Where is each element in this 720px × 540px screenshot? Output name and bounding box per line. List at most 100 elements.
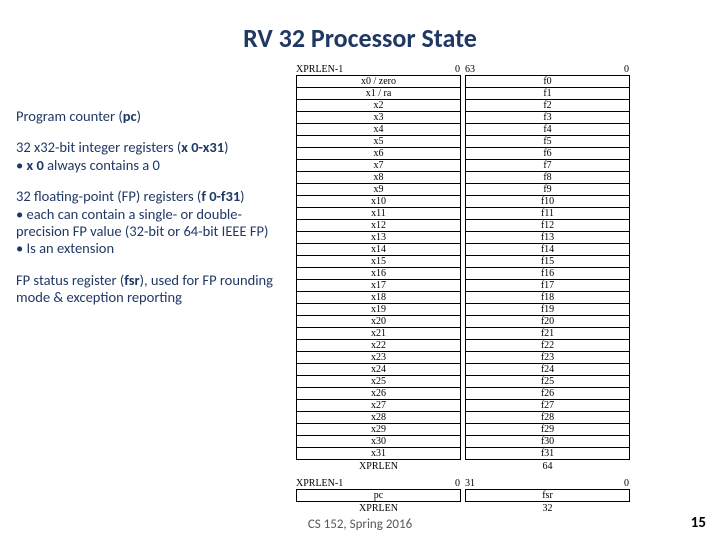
x-register-cell: x10 — [297, 196, 461, 208]
f-register-cell: f14 — [466, 244, 630, 256]
xprlen-label: XPRLEN-1 — [296, 64, 378, 75]
f-right-label: 0 — [547, 64, 629, 75]
page-number: 15 — [691, 514, 706, 532]
x-register-cell: x23 — [297, 352, 461, 364]
f-register-cell: f13 — [466, 232, 630, 244]
pc-footer: XPRLEN — [296, 503, 461, 514]
pc-right-label: 0 — [378, 478, 460, 489]
x-register-cell: x2 — [297, 100, 461, 112]
f-register-cell: f24 — [466, 364, 630, 376]
text: ) — [240, 187, 244, 205]
x-register-cell: x17 — [297, 280, 461, 292]
xprlen-footer: XPRLEN — [296, 461, 461, 472]
text: always contains a 0 — [44, 156, 160, 174]
text-bold: x 0 — [27, 156, 44, 174]
text-bold: fsr — [124, 271, 139, 289]
fsr-cell: fsr — [466, 490, 630, 502]
x-register-cell: x13 — [297, 232, 461, 244]
f-register-cell: f12 — [466, 220, 630, 232]
pc-cell: pc — [297, 490, 461, 502]
text: ) — [224, 138, 228, 156]
x-register-cell: x14 — [297, 244, 461, 256]
text-bold: f 0-f31 — [201, 187, 240, 205]
x-register-block: XPRLEN-1 0 x0 / zerox1 / rax2x3x4x5x6x7x… — [296, 64, 461, 472]
x-register-cell: x18 — [297, 292, 461, 304]
x-register-cell: x4 — [297, 124, 461, 136]
content-area: Program counter (pc) 32 x32-bit integer … — [0, 62, 720, 514]
bullet: • Is an extension — [16, 239, 114, 257]
f-register-cell: f5 — [466, 136, 630, 148]
f-register-cell: f31 — [466, 448, 630, 460]
text: 32 floating-point (FP) registers ( — [16, 187, 201, 205]
fsr-right-label: 0 — [547, 478, 629, 489]
f-register-cell: f25 — [466, 376, 630, 388]
x-register-cell: x15 — [297, 256, 461, 268]
pc-table: pc — [296, 489, 461, 502]
x-register-cell: x5 — [297, 136, 461, 148]
f-register-cell: f10 — [466, 196, 630, 208]
f-register-cell: f27 — [466, 400, 630, 412]
bullet: • each can contain a single- or double-p… — [16, 205, 268, 240]
x-register-cell: x6 — [297, 148, 461, 160]
fsr-desc: FP status register (fsr), used for FP ro… — [16, 272, 290, 307]
x-register-cell: x26 — [297, 388, 461, 400]
x-register-cell: x16 — [297, 268, 461, 280]
f-register-cell: f29 — [466, 424, 630, 436]
x-register-cell: x0 / zero — [297, 76, 461, 88]
x-register-cell: x20 — [297, 316, 461, 328]
f-register-cell: f17 — [466, 280, 630, 292]
description-column: Program counter (pc) 32 x32-bit integer … — [0, 62, 290, 514]
f-register-cell: f19 — [466, 304, 630, 316]
f-register-cell: f0 — [466, 76, 630, 88]
x-register-cell: x11 — [297, 208, 461, 220]
x-register-cell: x29 — [297, 424, 461, 436]
text: Program counter ( — [16, 107, 123, 125]
f-register-cell: f8 — [466, 172, 630, 184]
fsr-table: fsr — [465, 489, 630, 502]
f-register-cell: f2 — [466, 100, 630, 112]
pc-desc: Program counter (pc) — [16, 108, 290, 125]
x-register-cell: x30 — [297, 436, 461, 448]
f-register-cell: f23 — [466, 352, 630, 364]
f-register-cell: f4 — [466, 124, 630, 136]
x-register-cell: x22 — [297, 340, 461, 352]
x-register-cell: x31 — [297, 448, 461, 460]
text: FP status register ( — [16, 271, 124, 289]
f-register-cell: f30 — [466, 436, 630, 448]
x-register-cell: x28 — [297, 412, 461, 424]
f-footer: 64 — [465, 461, 630, 472]
f-register-cell: f21 — [466, 328, 630, 340]
zero-label: 0 — [378, 64, 460, 75]
x-register-cell: x7 — [297, 160, 461, 172]
x-register-cell: x25 — [297, 376, 461, 388]
f-register-cell: f15 — [466, 256, 630, 268]
x-register-cell: x3 — [297, 112, 461, 124]
text: ) — [137, 107, 141, 125]
slide-title: RV 32 Processor State — [0, 0, 720, 62]
f-register-cell: f26 — [466, 388, 630, 400]
fsr-footer: 32 — [465, 503, 630, 514]
f-register-cell: f1 — [466, 88, 630, 100]
x-register-cell: x1 / ra — [297, 88, 461, 100]
f-register-cell: f11 — [466, 208, 630, 220]
x-register-table: x0 / zerox1 / rax2x3x4x5x6x7x8x9x10x11x1… — [296, 75, 461, 460]
fsr-left-label: 31 — [465, 478, 547, 489]
f-register-cell: f6 — [466, 148, 630, 160]
f-register-cell: f7 — [466, 160, 630, 172]
pc-left-label: XPRLEN-1 — [296, 478, 378, 489]
pc-block: XPRLEN-1 0 pc XPRLEN — [296, 478, 461, 514]
x-register-cell: x9 — [297, 184, 461, 196]
register-diagram: XPRLEN-1 0 x0 / zerox1 / rax2x3x4x5x6x7x… — [290, 62, 700, 514]
f-register-cell: f20 — [466, 316, 630, 328]
x-register-cell: x12 — [297, 220, 461, 232]
bullet: • — [16, 156, 27, 174]
text-bold: pc — [123, 107, 137, 125]
x-register-cell: x24 — [297, 364, 461, 376]
f-left-label: 63 — [465, 64, 547, 75]
f-register-block: 63 0 f0f1f2f3f4f5f6f7f8f9f10f11f12f13f14… — [465, 64, 630, 472]
fp-regs-desc: 32 floating-point (FP) registers (f 0-f3… — [16, 188, 290, 258]
footer-text: CS 152, Spring 2016 — [0, 517, 720, 532]
text: 32 x32-bit integer registers ( — [16, 138, 181, 156]
fsr-block: 31 0 fsr 32 — [465, 478, 630, 514]
x-register-cell: x27 — [297, 400, 461, 412]
